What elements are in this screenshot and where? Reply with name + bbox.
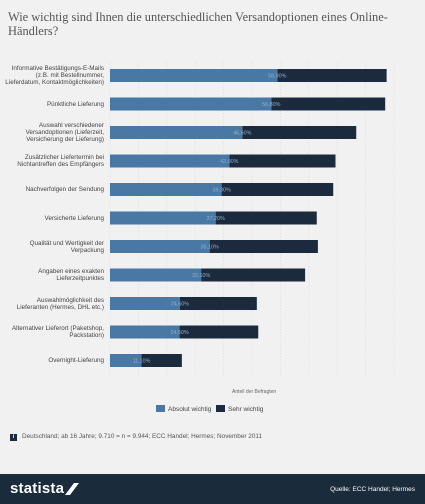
data-label: 39,30% bbox=[212, 188, 230, 194]
axis-label: Anteil der Befragten bbox=[232, 389, 277, 395]
bar-absolut-wichtig bbox=[110, 69, 278, 82]
footnote-text: Deutschland; ab 16 Jahre; 9.710 = n = 9.… bbox=[22, 433, 263, 440]
bar-absolut-wichtig bbox=[110, 297, 180, 310]
data-label: 32,10% bbox=[192, 273, 210, 279]
bar-sehr-wichtig bbox=[179, 297, 257, 310]
bar-absolut-wichtig bbox=[110, 183, 222, 196]
data-label: 56,80% bbox=[262, 102, 280, 108]
bar-sehr-wichtig bbox=[201, 268, 306, 282]
category-label: Nachverfolgen der Sendung bbox=[25, 186, 104, 193]
category-label: Alternativer Lieferort (Paketshop, Packs… bbox=[11, 325, 104, 340]
data-label: 46,60% bbox=[233, 131, 251, 137]
category-label: Qualität und Wertigkeit der Verpackung bbox=[29, 239, 104, 254]
legend-label-sehr: Sehr wichtig bbox=[228, 406, 264, 413]
category-label: Angaben eines exakten Lieferzeitpunktes bbox=[38, 268, 104, 283]
data-label: 24,60% bbox=[171, 302, 189, 308]
chart-title: Wie wichtig sind Ihnen die unterschiedli… bbox=[8, 10, 388, 38]
bar-absolut-wichtig bbox=[110, 240, 210, 253]
bar-absolut-wichtig bbox=[110, 268, 202, 282]
legend-swatch-sehr bbox=[216, 405, 225, 412]
legend-item-absolut: Absolut wichtig bbox=[156, 405, 211, 413]
category-label: Overnight-Lieferung bbox=[48, 357, 104, 364]
data-label: 35,10% bbox=[201, 245, 219, 251]
source-link[interactable]: Quelle: ECC Handel; Hermes bbox=[330, 486, 415, 493]
bar-absolut-wichtig bbox=[110, 211, 216, 225]
category-label: Informative Bestätigungs-E-Mails (z.B. m… bbox=[5, 64, 104, 86]
data-label: 42,00% bbox=[220, 159, 238, 165]
bar-chart: 58,90% 56,80% 46,60% 42,00% 39,30% 37,20% 35,1… bbox=[109, 62, 395, 376]
data-label: 11,10% bbox=[133, 359, 151, 365]
info-icon[interactable]: i bbox=[10, 434, 17, 441]
category-label: Auswahl verschiedener Versandoptionen (L… bbox=[25, 121, 104, 143]
legend-swatch-absolut bbox=[156, 405, 165, 412]
footnote: i Deutschland; ab 16 Jahre; 9.710 = n = 9… bbox=[10, 433, 262, 441]
bar-sehr-wichtig bbox=[179, 325, 259, 339]
category-label: Auswahlmöglichkeit des Lieferanten (Herm… bbox=[16, 296, 104, 311]
bar-sehr-wichtig bbox=[141, 354, 182, 367]
bar-sehr-wichtig bbox=[221, 183, 334, 196]
bar-sehr-wichtig bbox=[242, 126, 357, 139]
bar-sehr-wichtig bbox=[271, 97, 386, 111]
data-label: 37,20% bbox=[206, 216, 224, 222]
chart-card: Wie wichtig sind Ihnen die unterschiedli… bbox=[0, 0, 425, 474]
bar-absolut-wichtig bbox=[110, 354, 142, 367]
bar-sehr-wichtig bbox=[229, 154, 336, 168]
bar-absolut-wichtig bbox=[110, 154, 230, 168]
category-label: Versicherte Lieferung bbox=[44, 214, 104, 222]
footer-bar: statista Quelle: ECC Handel; Hermes bbox=[0, 474, 425, 504]
data-label: 24,50% bbox=[170, 330, 188, 336]
bar-absolut-wichtig bbox=[110, 126, 243, 139]
data-label: 58,90% bbox=[268, 74, 286, 80]
legend-item-sehr: Sehr wichtig bbox=[216, 405, 263, 413]
category-label: Pünktliche Lieferung bbox=[46, 100, 104, 108]
bar-absolut-wichtig bbox=[110, 325, 180, 339]
statista-logo[interactable]: statista bbox=[10, 480, 65, 497]
statista-logo-icon bbox=[65, 483, 79, 495]
bar-sehr-wichtig bbox=[215, 211, 317, 225]
bar-sehr-wichtig bbox=[209, 240, 318, 253]
legend-label-absolut: Absolut wichtig bbox=[168, 406, 212, 413]
category-label: Zusätzlicher Liefertermin bei Nichtantre… bbox=[17, 154, 104, 169]
bar-sehr-wichtig bbox=[277, 69, 387, 82]
bar-absolut-wichtig bbox=[110, 97, 272, 111]
